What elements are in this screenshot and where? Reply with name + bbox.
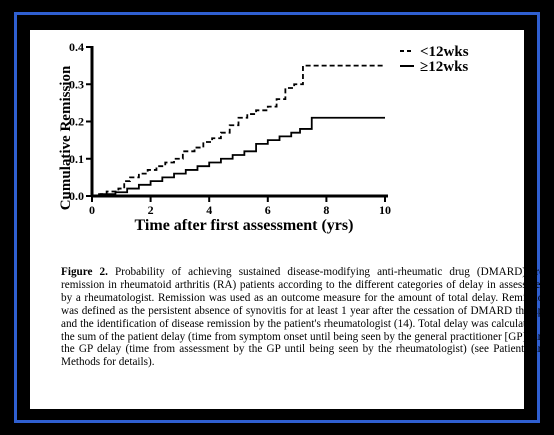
x-tick-label: 8 — [323, 203, 329, 217]
x-tick-label: 4 — [206, 203, 212, 217]
x-tick-label: 10 — [379, 203, 391, 217]
figure-panel: Cumulative Remission Time after first as… — [30, 30, 549, 409]
caption-text: Probability of achieving sustained disea… — [61, 266, 549, 369]
y-tick-label: 0.4 — [69, 40, 84, 54]
series-line-1 — [92, 64, 385, 197]
y-axis-title: Cumulative Remission — [58, 65, 74, 210]
series-line-2 — [92, 116, 385, 197]
y-tick-label: 0.0 — [69, 189, 84, 203]
remission-chart: Cumulative Remission Time after first as… — [58, 40, 469, 234]
x-axis-title: Time after first assessment (yrs) — [135, 217, 354, 234]
x-tick-label: 2 — [148, 203, 154, 217]
x-tick-label: 0 — [89, 203, 95, 217]
figure-caption: Figure 2. Probability of achieving susta… — [61, 266, 549, 369]
caption-label: Figure 2. — [61, 266, 108, 278]
x-tick-label: 6 — [265, 203, 271, 217]
y-tick-label: 0.2 — [69, 115, 84, 129]
legend-label-2: ≥12wks — [420, 59, 468, 75]
y-tick-label: 0.3 — [69, 77, 84, 91]
y-tick-label: 0.1 — [69, 152, 84, 166]
legend-label-1: <12wks — [420, 44, 469, 60]
